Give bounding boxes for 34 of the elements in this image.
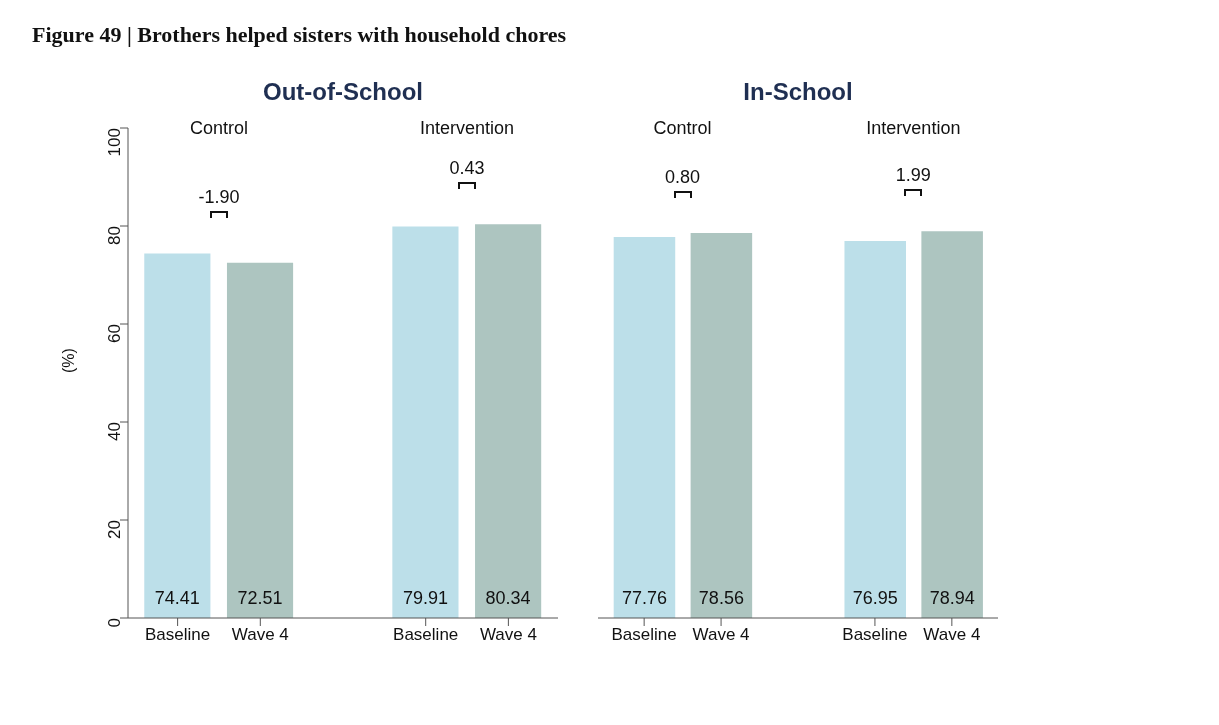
x-tick-label: Wave 4 [479, 625, 537, 645]
y-tick-label: 0 [105, 618, 125, 628]
data-label: 76.95 [852, 588, 898, 608]
y-tick-label: 20 [105, 520, 125, 539]
annotation: Control [652, 118, 713, 139]
y-tick-label: 100 [105, 128, 125, 157]
x-tick-label: Wave 4 [692, 625, 750, 645]
annotation: 1.99 [894, 165, 932, 187]
data-label: 79.91 [402, 588, 448, 608]
y-axis-title: (%) [59, 348, 77, 373]
annotation: 0.80 [664, 167, 702, 189]
annotation: -1.90 [197, 187, 241, 209]
y-tick-label: 80 [105, 226, 125, 245]
x-tick-label: Baseline [611, 625, 677, 645]
data-label: 74.41 [154, 588, 200, 608]
chart-title: In-School [742, 78, 854, 106]
annotation: Intervention [865, 118, 962, 139]
annotation: 0.43 [448, 158, 486, 180]
data-label: 78.94 [929, 588, 975, 608]
x-tick-label: Baseline [393, 625, 459, 645]
chart-subtitle: Out-of-School [262, 78, 424, 106]
x-tick-label: Baseline [842, 625, 908, 645]
annotation: Intervention [419, 118, 516, 139]
y-tick-label: 60 [105, 324, 125, 343]
data-label: 78.56 [698, 588, 744, 608]
x-tick-label: Baseline [145, 625, 211, 645]
chart-title: Figure 49 | Brothers helped sisters with household chores [32, 22, 567, 48]
y-tick-label: 40 [105, 422, 125, 441]
data-label: 72.51 [237, 588, 283, 608]
annotation: Control [189, 118, 248, 138]
x-tick-label: Wave 4 [923, 625, 981, 645]
x-tick-label: Wave 4 [231, 625, 289, 645]
data-label: 77.76 [621, 588, 667, 608]
data-label: 80.34 [485, 588, 531, 608]
